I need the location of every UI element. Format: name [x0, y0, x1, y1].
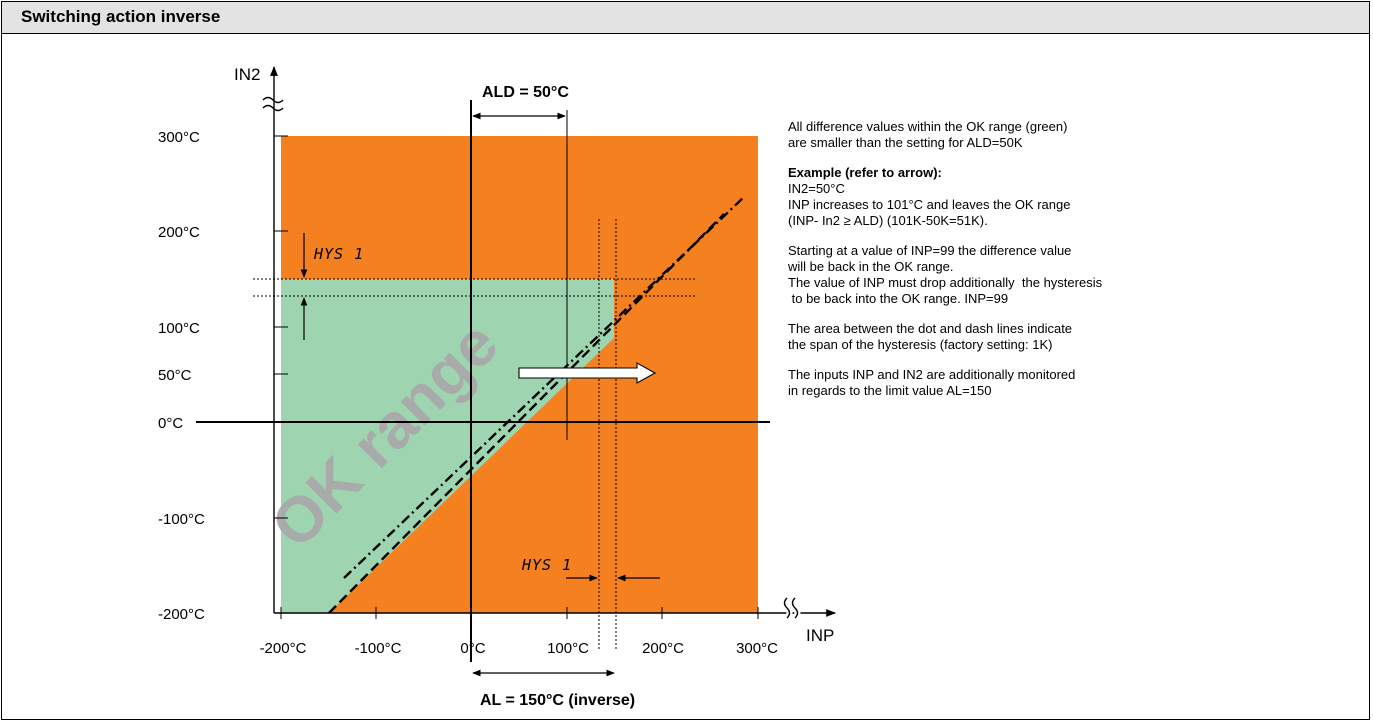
diagram-title: Switching action inverse: [21, 7, 221, 26]
hys-label-top: HYS 1: [313, 245, 364, 263]
note-line: The inputs INP and IN2 are additionally …: [788, 367, 1076, 382]
note-line: (INP- In2 ≥ ALD) (101K-50K=51K).: [788, 213, 988, 228]
x-tick-label-minus200: -200°C: [260, 640, 307, 657]
x-tick-label-100: 100°C: [547, 640, 589, 657]
dot-dash-line: [343, 196, 745, 579]
y-tick-label-100: 100°C: [158, 320, 200, 337]
y-tick-label-minus100: -100°C: [158, 511, 205, 528]
al-label: AL = 150°C (inverse): [480, 692, 635, 709]
note-line: INP increases to 101°C and leaves the OK…: [788, 197, 1071, 212]
y-tick-label-0: 0°C: [158, 415, 183, 432]
note-line: the span of the hysteresis (factory sett…: [788, 337, 1053, 352]
hys-label-bottom: HYS 1: [521, 556, 572, 574]
note-line: All difference values within the OK rang…: [788, 119, 1068, 134]
y-axis-label: IN2: [234, 65, 260, 84]
x-axis-label: INP: [806, 626, 834, 645]
x-axis-break-lines-icon: [783, 597, 799, 619]
x-tick-label-200: 200°C: [642, 640, 684, 657]
y-tick-label-50: 50°C: [158, 367, 192, 384]
y-tick-label-minus200: -200°C: [158, 606, 205, 623]
example-arrow-icon: [518, 362, 657, 384]
note-line: in regards to the limit value AL=150: [788, 383, 992, 398]
x-tick-label-0: 0°C: [460, 640, 485, 657]
title-bar: Switching action inverse: [2, 2, 1369, 34]
note-line: to be back into the OK range. INP=99: [788, 291, 1009, 306]
x-tick-label-300: 300°C: [736, 640, 778, 657]
ok-area: [281, 279, 614, 613]
y-tick-label-300: 300°C: [158, 129, 200, 146]
note-block: The area between the dot and dash lines …: [788, 321, 1348, 353]
note-block: The inputs INP and IN2 are additionally …: [788, 367, 1348, 399]
note-line: Starting at a value of INP=99 the differ…: [788, 243, 1072, 258]
explanation-notes: All difference values within the OK rang…: [788, 119, 1348, 413]
y-tick-label-200: 200°C: [158, 224, 200, 241]
x-tick-marks: [280, 607, 759, 619]
note-block: All difference values within the OK rang…: [788, 119, 1348, 151]
x-tick-label-minus100: -100°C: [355, 640, 402, 657]
note-line: IN2=50°C: [788, 181, 845, 196]
note-line: The area between the dot and dash lines …: [788, 321, 1073, 336]
note-block: Example (refer to arrow): IN2=50°C INP i…: [788, 165, 1348, 229]
y-axis-break-icon: [262, 96, 284, 112]
note-line: The value of INP must drop additionally …: [788, 275, 1103, 290]
y-tick-marks: [274, 135, 288, 519]
note-line: will be back in the OK range.: [788, 259, 954, 274]
note-line: are smaller than the setting for ALD=50K: [788, 135, 1023, 150]
note-block: Starting at a value of INP=99 the differ…: [788, 243, 1348, 307]
note-heading: Example (refer to arrow):: [788, 165, 942, 180]
dash-line: [328, 213, 725, 614]
ald-label: ALD = 50°C: [482, 84, 569, 101]
